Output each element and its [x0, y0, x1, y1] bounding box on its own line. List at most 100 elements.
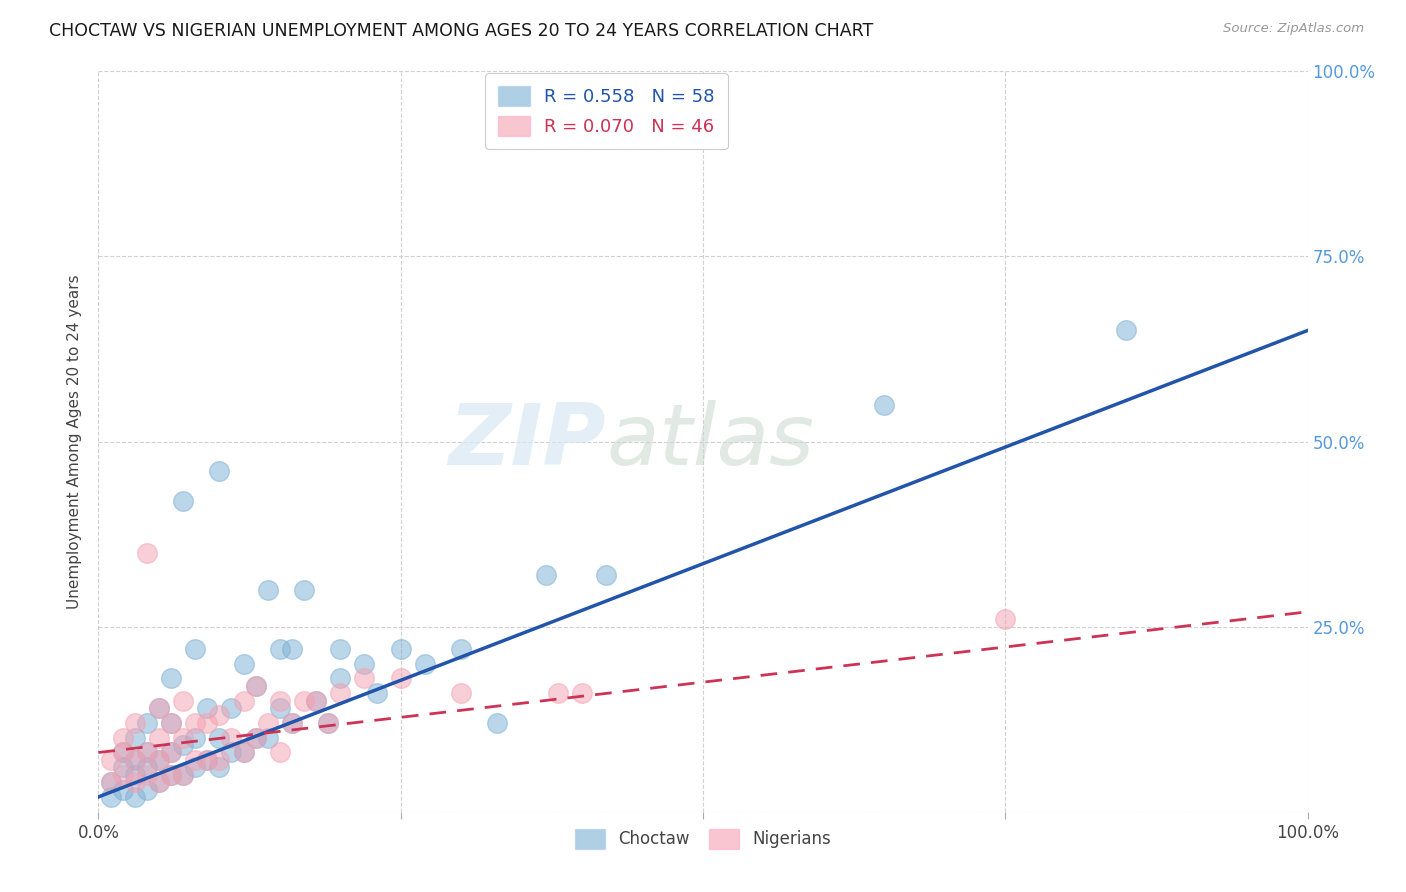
Point	[245, 679, 267, 693]
Point	[221, 731, 243, 745]
Point	[135, 546, 157, 560]
Point	[172, 767, 194, 781]
Point	[547, 686, 569, 700]
Point	[172, 731, 194, 745]
Point	[160, 672, 183, 686]
Point	[111, 767, 134, 781]
Point	[195, 715, 218, 730]
Point	[160, 715, 183, 730]
Point	[571, 686, 593, 700]
Point	[148, 731, 170, 745]
Point	[208, 731, 231, 745]
Point	[232, 694, 254, 708]
Point	[111, 746, 134, 760]
Point	[366, 686, 388, 700]
Point	[184, 715, 207, 730]
Point	[148, 775, 170, 789]
Point	[873, 398, 896, 412]
Point	[1115, 324, 1137, 338]
Point	[486, 715, 509, 730]
Point	[232, 746, 254, 760]
Point	[160, 746, 183, 760]
Point	[413, 657, 436, 671]
Point	[184, 753, 207, 767]
Point	[148, 701, 170, 715]
Text: Source: ZipAtlas.com: Source: ZipAtlas.com	[1223, 22, 1364, 36]
Point	[450, 686, 472, 700]
Y-axis label: Unemployment Among Ages 20 to 24 years: Unemployment Among Ages 20 to 24 years	[67, 274, 83, 609]
Point	[595, 567, 617, 582]
Point	[111, 746, 134, 760]
Text: CHOCTAW VS NIGERIAN UNEMPLOYMENT AMONG AGES 20 TO 24 YEARS CORRELATION CHART: CHOCTAW VS NIGERIAN UNEMPLOYMENT AMONG A…	[49, 22, 873, 40]
Point	[184, 760, 207, 774]
Point	[124, 767, 146, 781]
Point	[281, 715, 304, 730]
Point	[316, 715, 339, 730]
Point	[160, 746, 183, 760]
Point	[269, 746, 291, 760]
Point	[135, 715, 157, 730]
Point	[269, 641, 291, 656]
Point	[316, 715, 339, 730]
Point	[135, 760, 157, 774]
Point	[195, 753, 218, 767]
Point	[292, 694, 315, 708]
Point	[221, 701, 243, 715]
Legend: Choctaw, Nigerians: Choctaw, Nigerians	[568, 822, 838, 855]
Point	[389, 672, 412, 686]
Point	[281, 641, 304, 656]
Point	[208, 708, 231, 723]
Point	[329, 641, 352, 656]
Point	[135, 767, 157, 781]
Point	[184, 641, 207, 656]
Point	[195, 753, 218, 767]
Point	[111, 760, 134, 774]
Point	[534, 567, 557, 582]
Point	[124, 731, 146, 745]
Point	[124, 715, 146, 730]
Point	[292, 582, 315, 597]
Point	[100, 775, 122, 789]
Point	[124, 775, 146, 789]
Point	[100, 775, 122, 789]
Text: ZIP: ZIP	[449, 400, 606, 483]
Point	[172, 738, 194, 752]
Point	[245, 731, 267, 745]
Point	[256, 715, 278, 730]
Point	[160, 767, 183, 781]
Point	[124, 753, 146, 767]
Point	[124, 789, 146, 804]
Point	[148, 753, 170, 767]
Point	[160, 767, 183, 781]
Point	[269, 701, 291, 715]
Point	[329, 672, 352, 686]
Point	[172, 493, 194, 508]
Point	[208, 464, 231, 478]
Point	[208, 753, 231, 767]
Text: atlas: atlas	[606, 400, 814, 483]
Point	[135, 782, 157, 797]
Point	[124, 753, 146, 767]
Point	[269, 694, 291, 708]
Point	[208, 760, 231, 774]
Point	[353, 657, 375, 671]
Point	[135, 746, 157, 760]
Point	[148, 701, 170, 715]
Point	[195, 701, 218, 715]
Point	[160, 715, 183, 730]
Point	[329, 686, 352, 700]
Point	[148, 775, 170, 789]
Point	[172, 694, 194, 708]
Point	[221, 746, 243, 760]
Point	[135, 746, 157, 760]
Point	[111, 731, 134, 745]
Point	[305, 694, 328, 708]
Point	[256, 731, 278, 745]
Point	[389, 641, 412, 656]
Point	[100, 789, 122, 804]
Point	[111, 782, 134, 797]
Point	[450, 641, 472, 656]
Point	[281, 715, 304, 730]
Point	[245, 731, 267, 745]
Point	[353, 672, 375, 686]
